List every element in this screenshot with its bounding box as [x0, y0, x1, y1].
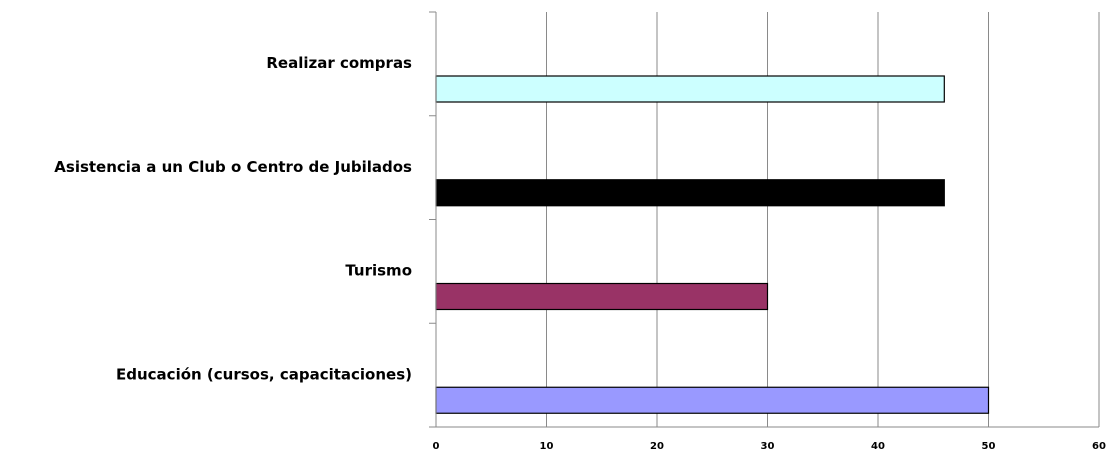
x-tick-label: 40: [871, 441, 885, 452]
bars: [435, 75, 990, 414]
gridlines: [546, 12, 1100, 427]
bar-1: [435, 75, 945, 103]
bar-3: [435, 282, 769, 311]
x-tick-label: 20: [650, 441, 664, 452]
bar-2: [435, 179, 945, 207]
x-tick-label: 60: [1092, 441, 1106, 452]
category-label: Turismo: [345, 262, 412, 280]
x-tick-label: 0: [433, 441, 440, 452]
x-tick-label: 10: [540, 441, 554, 452]
category-label: Educación (cursos, capacitaciones): [116, 365, 412, 383]
x-tick-label: 50: [982, 441, 996, 452]
tick-labels: 0 10 20 30 40 50 60: [433, 441, 1106, 452]
category-labels: Realizar compras Asistencia a un Club o C…: [54, 54, 412, 383]
category-label: Realizar compras: [266, 54, 412, 72]
axes: [429, 11, 1099, 428]
x-tick-label: 30: [761, 441, 775, 452]
bar-4: [435, 386, 990, 414]
category-label: Asistencia a un Club o Centro de Jubilad…: [54, 158, 412, 176]
